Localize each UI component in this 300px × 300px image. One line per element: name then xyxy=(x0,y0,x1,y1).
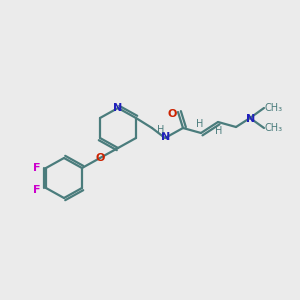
Text: N: N xyxy=(113,103,123,113)
Text: F: F xyxy=(33,185,41,195)
Text: F: F xyxy=(33,163,41,173)
Text: CH₃: CH₃ xyxy=(265,103,283,113)
Text: O: O xyxy=(95,153,105,163)
Text: O: O xyxy=(167,109,177,119)
Text: N: N xyxy=(246,114,256,124)
Text: H: H xyxy=(215,126,223,136)
Text: H: H xyxy=(196,119,204,129)
Text: N: N xyxy=(161,132,171,142)
Text: H: H xyxy=(157,125,165,135)
Text: CH₃: CH₃ xyxy=(265,123,283,133)
